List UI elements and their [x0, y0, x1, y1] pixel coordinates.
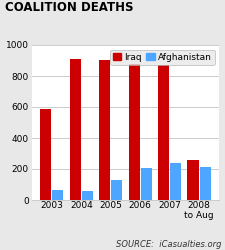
- Bar: [199, 167, 210, 200]
- Bar: [169, 163, 180, 200]
- Bar: [111, 180, 122, 200]
- Bar: [187, 160, 198, 200]
- Text: SOURCE:  iCasualties.org: SOURCE: iCasualties.org: [115, 240, 220, 249]
- Bar: [99, 60, 110, 200]
- Bar: [40, 108, 51, 200]
- Bar: [52, 190, 63, 200]
- Text: COALITION DEATHS: COALITION DEATHS: [4, 1, 133, 14]
- Bar: [81, 191, 92, 200]
- Bar: [157, 65, 169, 200]
- Bar: [69, 59, 81, 200]
- Bar: [140, 168, 151, 200]
- Legend: Iraq, Afghanistan: Iraq, Afghanistan: [109, 50, 214, 65]
- Bar: [128, 64, 139, 200]
